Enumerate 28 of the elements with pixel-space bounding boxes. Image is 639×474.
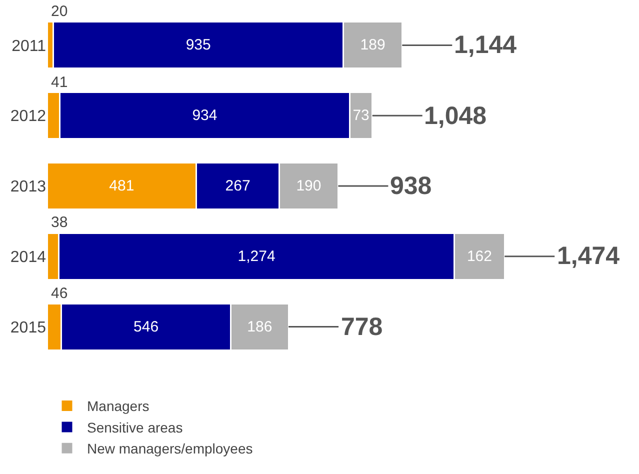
data-label: 41 [51,74,68,91]
y-tick-label: 2014 [10,249,46,266]
y-tick-label: 2011 [12,38,46,55]
legend-label: Sensitive areas [87,419,183,436]
data-label: 267 [225,178,250,194]
data-label: 73 [352,107,370,124]
data-label: 189 [360,36,386,54]
data-label: 38 [51,214,68,231]
y-tick-label: 2015 [10,319,46,336]
total-label: 938 [390,172,432,200]
data-label: 20 [51,3,68,20]
y-tick-label: 2012 [10,108,46,126]
data-label: 190 [296,178,322,194]
data-label: 935 [186,36,211,54]
legend-label: New managers/employees [87,440,253,457]
legend-label: Managers [87,398,150,414]
data-label: 46 [51,285,68,302]
total-label: 1,144 [454,31,517,59]
y-tick-label: 2013 [10,178,46,196]
data-label: 934 [192,107,218,124]
data-label: 162 [466,248,492,265]
data-label: 1,274 [238,248,276,265]
total-label: 1,048 [424,102,487,130]
total-label: 778 [341,313,383,341]
total-label: 1,474 [557,242,620,270]
data-label: 546 [134,318,159,336]
data-label: 481 [109,178,134,194]
data-label: 186 [247,318,272,336]
